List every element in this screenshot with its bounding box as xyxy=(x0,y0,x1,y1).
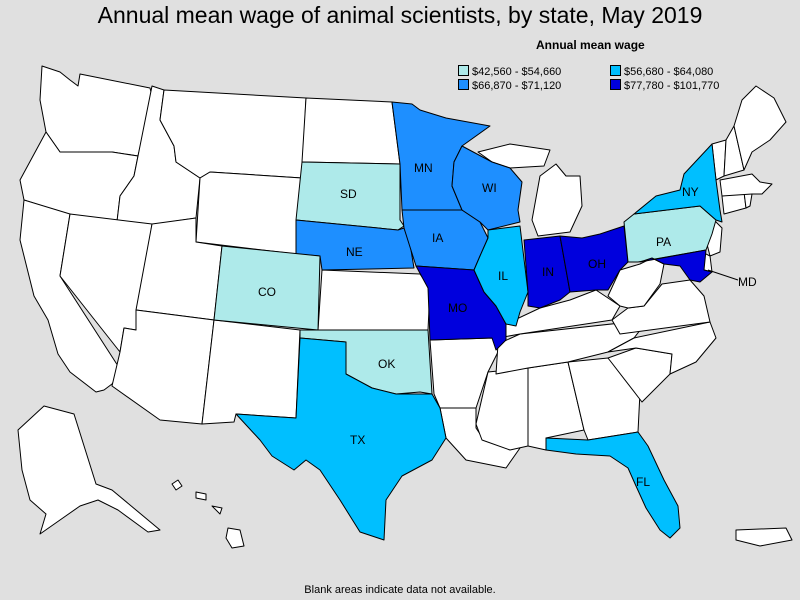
state-ca[interactable] xyxy=(19,199,119,393)
state-label-mo: MO xyxy=(448,301,467,315)
state-label-ia: IA xyxy=(432,231,443,245)
state-label-sd: SD xyxy=(340,187,357,201)
legend-label: $56,680 - $64,080 xyxy=(624,66,714,78)
state-nd[interactable] xyxy=(301,97,401,165)
legend-title: Annual mean wage xyxy=(536,38,645,52)
state-label-in: IN xyxy=(542,265,554,279)
legend-swatch xyxy=(610,79,621,90)
state-label-il: IL xyxy=(498,269,508,283)
state-label-wi: WI xyxy=(482,181,497,195)
legend-swatch xyxy=(610,65,621,76)
state-ma[interactable] xyxy=(719,173,773,197)
state-label-co: CO xyxy=(258,285,276,299)
legend-item: $42,560 - $54,660 xyxy=(458,65,561,78)
legend-item: $77,780 - $101,770 xyxy=(610,79,719,92)
state-oh[interactable] xyxy=(559,225,629,293)
state-label-fl: FL xyxy=(636,475,650,489)
state-label-pa: PA xyxy=(656,235,671,249)
state-pr[interactable] xyxy=(735,527,793,547)
legend-label: $42,560 - $54,660 xyxy=(472,66,562,78)
state-label-ny: NY xyxy=(682,185,699,199)
legend-label: $66,870 - $71,120 xyxy=(472,80,562,92)
state-label-ok: OK xyxy=(378,357,395,371)
state-label-mn: MN xyxy=(414,161,433,175)
state-wi[interactable] xyxy=(451,145,523,231)
legend-item: $66,870 - $71,120 xyxy=(458,79,561,92)
state-hi[interactable] xyxy=(171,479,245,549)
state-wy[interactable] xyxy=(195,171,303,255)
state-label-md: MD xyxy=(738,275,757,289)
state-ak[interactable] xyxy=(17,405,161,535)
legend-swatch xyxy=(458,65,469,76)
state-label-oh: OH xyxy=(588,257,606,271)
map-title: Annual mean wage of animal scientists, b… xyxy=(97,2,703,28)
state-mi[interactable] xyxy=(531,163,583,237)
state-wa[interactable] xyxy=(39,65,153,157)
legend-item: $56,680 - $64,080 xyxy=(610,65,713,78)
state-label-tx: TX xyxy=(350,433,365,447)
state-ny[interactable] xyxy=(633,143,723,223)
state-fl[interactable] xyxy=(545,431,681,539)
md-callout-line xyxy=(707,269,739,281)
state-label-ne: NE xyxy=(346,245,363,259)
state-md[interactable] xyxy=(639,249,713,283)
state-nm[interactable] xyxy=(201,319,301,425)
state-wv[interactable] xyxy=(607,257,665,309)
state-me[interactable] xyxy=(733,85,787,171)
state-nc[interactable] xyxy=(607,321,717,375)
footnote: Blank areas indicate data not available. xyxy=(304,584,496,596)
state-tx[interactable] xyxy=(235,337,447,541)
legend-swatch xyxy=(458,79,469,90)
legend-label: $77,780 - $101,770 xyxy=(624,80,720,92)
state-mt[interactable] xyxy=(159,89,307,179)
state-ks[interactable] xyxy=(317,269,431,331)
